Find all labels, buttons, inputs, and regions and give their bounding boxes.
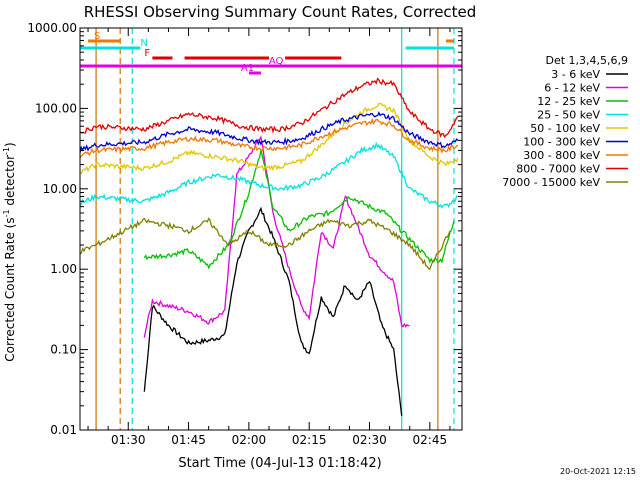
- legend-label-5: 100 - 300 keV: [523, 136, 600, 149]
- legend-label-3: 25 - 50 keV: [537, 109, 600, 122]
- series-line-1: [143, 135, 410, 338]
- y-axis-label-end: ): [3, 142, 17, 147]
- legend-label-7: 800 - 7000 keV: [516, 163, 600, 176]
- y-axis-label-sup2: -1: [2, 147, 11, 155]
- flag-label-S: S: [94, 31, 100, 42]
- legend-title: Det 1,3,4,5,6,9: [545, 54, 628, 67]
- flag-label-AQ: AQ: [269, 56, 284, 67]
- flag-label-A1: A1: [241, 63, 254, 74]
- chart-title: RHESSI Observing Summary Count Rates, Co…: [84, 3, 477, 21]
- legend-label-4: 50 - 100 keV: [530, 122, 600, 135]
- y-axis-label-part2: detector: [3, 155, 17, 210]
- y-axis-label-sup1: -1: [2, 209, 11, 217]
- x-tick-label-0: 01:30: [111, 433, 146, 447]
- x-tick-label-2: 02:00: [232, 433, 267, 447]
- y-tick-label-0: 0.01: [50, 423, 77, 437]
- series-line-4: [80, 102, 459, 175]
- y-tick-label-1: 0.10: [50, 343, 77, 357]
- series-line-5: [80, 111, 459, 154]
- axes: 0.01 0.10 1.00 10.00 100.00 1000.00 01:30 01:45…: [27, 21, 463, 447]
- series-line-7: [80, 77, 459, 139]
- y-tick-label-2: 1.00: [50, 262, 77, 276]
- plot-area: S NF AQ A1: [80, 28, 462, 430]
- x-tick-label-5: 02:45: [413, 433, 448, 447]
- series-line-3: [80, 141, 459, 209]
- legend-label-2: 12 - 25 keV: [537, 95, 600, 108]
- x-tick-label-1: 01:45: [171, 433, 206, 447]
- x-tick-label-3: 02:15: [292, 433, 327, 447]
- y-axis-label-part1: Corrected Count Rate (s: [3, 217, 17, 361]
- plot-frame: [79, 27, 463, 431]
- footer-timestamp: 20-Oct-2021 12:15: [560, 467, 636, 476]
- plot-clip-group: [80, 28, 459, 430]
- legend-label-8: 7000 - 15000 keV: [502, 176, 600, 189]
- series-line-8: [80, 217, 451, 270]
- x-tick-label-4: 02:30: [352, 433, 387, 447]
- flag-label-N: N: [140, 38, 147, 49]
- y-tick-label-4: 100.00: [35, 101, 77, 115]
- y-tick-label-5: 1000.00: [27, 21, 77, 35]
- legend-label-6: 300 - 800 keV: [523, 149, 600, 162]
- series-line-6: [80, 117, 459, 160]
- y-axis-label: Corrected Count Rate (s-1 detector-1): [2, 142, 17, 361]
- series-line-0: [143, 206, 403, 416]
- x-axis-label: Start Time (04-Jul-13 01:18:42): [178, 456, 381, 471]
- legend-label-1: 6 - 12 keV: [544, 82, 600, 95]
- series-line-2: [143, 149, 455, 270]
- legend-label-0: 3 - 6 keV: [551, 68, 600, 81]
- y-tick-label-3: 10.00: [43, 182, 77, 196]
- flag-label-F: F: [144, 48, 150, 59]
